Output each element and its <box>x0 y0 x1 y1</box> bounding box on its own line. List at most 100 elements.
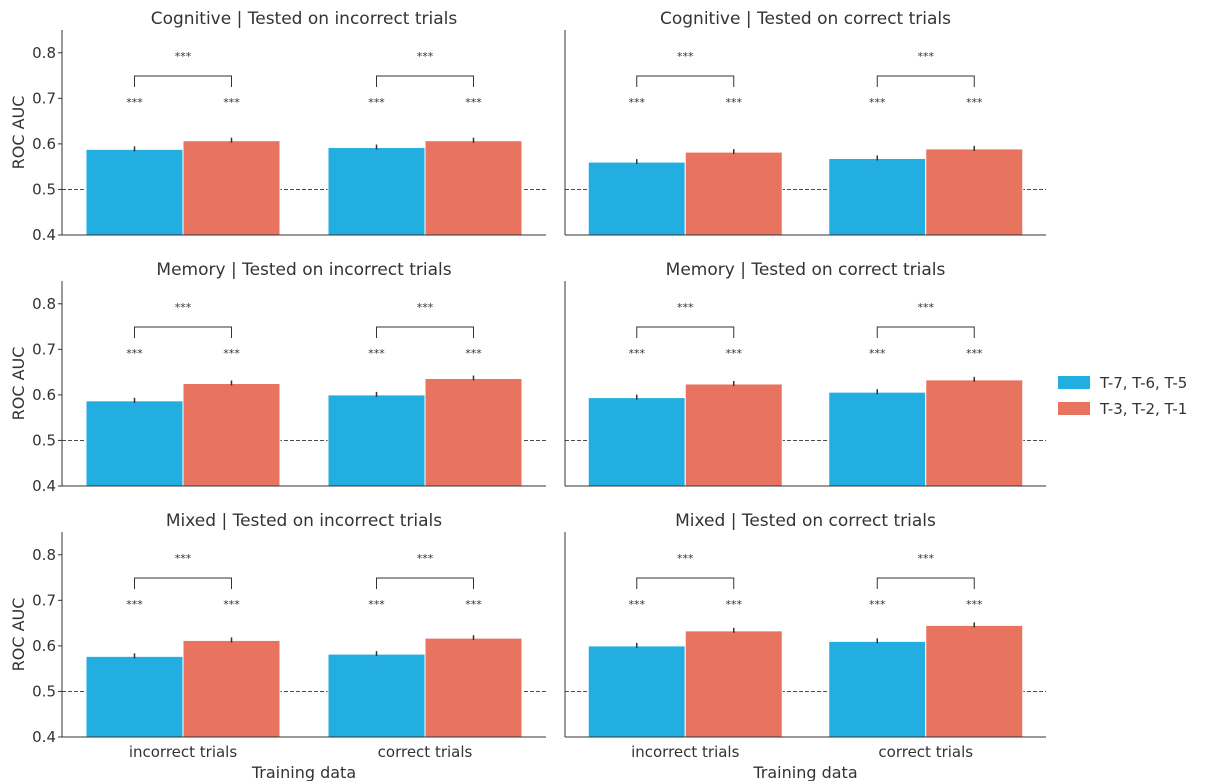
y-tick-label: 0.5 <box>32 431 56 449</box>
y-tick-label: 0.4 <box>32 226 56 244</box>
bar <box>424 377 523 487</box>
significance-label: *** <box>869 598 886 611</box>
significance-label: *** <box>918 50 935 63</box>
legend: T-7, T-6, T-5 T-3, T-2, T-1 <box>1058 374 1187 418</box>
x-axis-label: Training data <box>752 763 857 781</box>
significance-bracket <box>134 577 232 589</box>
significance-label: *** <box>417 552 434 565</box>
significance-label: *** <box>726 96 743 109</box>
significance-bracket <box>876 75 975 87</box>
bar <box>85 148 184 236</box>
legend-swatch <box>1058 376 1090 389</box>
significance-label: *** <box>918 301 935 314</box>
y-axis-label: ROC AUC <box>9 347 28 421</box>
bar <box>925 148 1024 236</box>
significance-bracket <box>134 75 232 87</box>
bar <box>424 637 523 738</box>
y-tick-label: 0.7 <box>32 591 56 609</box>
significance-label: *** <box>175 50 192 63</box>
significance-bracket <box>636 577 735 589</box>
panel-title: Memory | Tested on correct trials <box>666 260 946 280</box>
legend-label: T-7, T-6, T-5 <box>1099 374 1187 392</box>
bar <box>828 157 927 236</box>
x-axis-label: Training data <box>251 763 356 781</box>
significance-label: *** <box>368 96 385 109</box>
bar <box>587 161 686 236</box>
y-tick-label: 0.4 <box>32 728 56 746</box>
significance-label: *** <box>966 598 983 611</box>
x-tick-label: incorrect trials <box>631 743 740 761</box>
bar <box>828 640 927 738</box>
significance-label: *** <box>175 301 192 314</box>
significance-label: *** <box>417 301 434 314</box>
significance-label: *** <box>417 50 434 63</box>
bar <box>828 391 927 487</box>
significance-label: *** <box>629 96 646 109</box>
bar <box>85 400 184 487</box>
significance-label: *** <box>223 598 240 611</box>
x-tick-label: correct trials <box>878 743 973 761</box>
significance-label: *** <box>869 347 886 360</box>
significance-label: *** <box>465 598 482 611</box>
significance-label: *** <box>966 96 983 109</box>
bar <box>684 630 783 738</box>
legend-label: T-3, T-2, T-1 <box>1099 400 1187 418</box>
significance-label: *** <box>175 552 192 565</box>
bar <box>327 147 426 236</box>
y-axis-label: ROC AUC <box>9 598 28 672</box>
panel-3: Memory | Tested on incorrect trials *** **… <box>9 260 546 495</box>
panel-5: Mixed | Tested on incorrect trials *** ***… <box>9 511 546 781</box>
panel-title: Cognitive | Tested on incorrect trials <box>151 9 458 29</box>
significance-label: *** <box>368 347 385 360</box>
significance-label: *** <box>726 598 743 611</box>
y-tick-label: 0.8 <box>32 44 56 62</box>
y-tick-label: 0.7 <box>32 340 56 358</box>
bar <box>587 645 686 738</box>
significance-label: *** <box>677 301 694 314</box>
panel-6: Mixed | Tested on correct trials *** *** **… <box>564 511 1046 781</box>
significance-label: *** <box>629 347 646 360</box>
significance-label: *** <box>223 96 240 109</box>
y-tick-label: 0.6 <box>32 135 56 153</box>
y-tick-label: 0.8 <box>32 546 56 564</box>
significance-label: *** <box>869 96 886 109</box>
panel-title: Mixed | Tested on incorrect trials <box>166 511 442 531</box>
significance-label: *** <box>726 347 743 360</box>
bar <box>925 379 1024 487</box>
significance-bracket <box>376 326 474 338</box>
y-tick-label: 0.5 <box>32 180 56 198</box>
significance-bracket <box>376 75 474 87</box>
significance-label: *** <box>677 50 694 63</box>
significance-bracket <box>636 326 735 338</box>
significance-label: *** <box>126 347 143 360</box>
bar <box>182 140 281 236</box>
panel-1: Cognitive | Tested on incorrect trials **… <box>9 9 546 244</box>
bar <box>182 639 281 738</box>
significance-label: *** <box>368 598 385 611</box>
bar <box>85 655 184 738</box>
panel-2: Cognitive | Tested on correct trials *** *… <box>564 9 1046 236</box>
significance-label: *** <box>465 347 482 360</box>
bar <box>327 653 426 738</box>
panel-title: Memory | Tested on incorrect trials <box>156 260 451 280</box>
x-tick-label: correct trials <box>378 743 473 761</box>
significance-label: *** <box>677 552 694 565</box>
panel-4: Memory | Tested on correct trials *** *** *… <box>564 260 1046 487</box>
significance-bracket <box>134 326 232 338</box>
significance-bracket <box>876 326 975 338</box>
significance-label: *** <box>966 347 983 360</box>
bar <box>684 383 783 487</box>
bar <box>424 140 523 236</box>
significance-label: *** <box>629 598 646 611</box>
significance-label: *** <box>126 96 143 109</box>
significance-bracket <box>876 577 975 589</box>
bar <box>182 383 281 487</box>
bar <box>925 624 1024 738</box>
y-tick-label: 0.5 <box>32 682 56 700</box>
y-tick-label: 0.6 <box>32 637 56 655</box>
significance-label: *** <box>918 552 935 565</box>
y-tick-label: 0.6 <box>32 386 56 404</box>
bar <box>327 394 426 487</box>
significance-bracket <box>376 577 474 589</box>
